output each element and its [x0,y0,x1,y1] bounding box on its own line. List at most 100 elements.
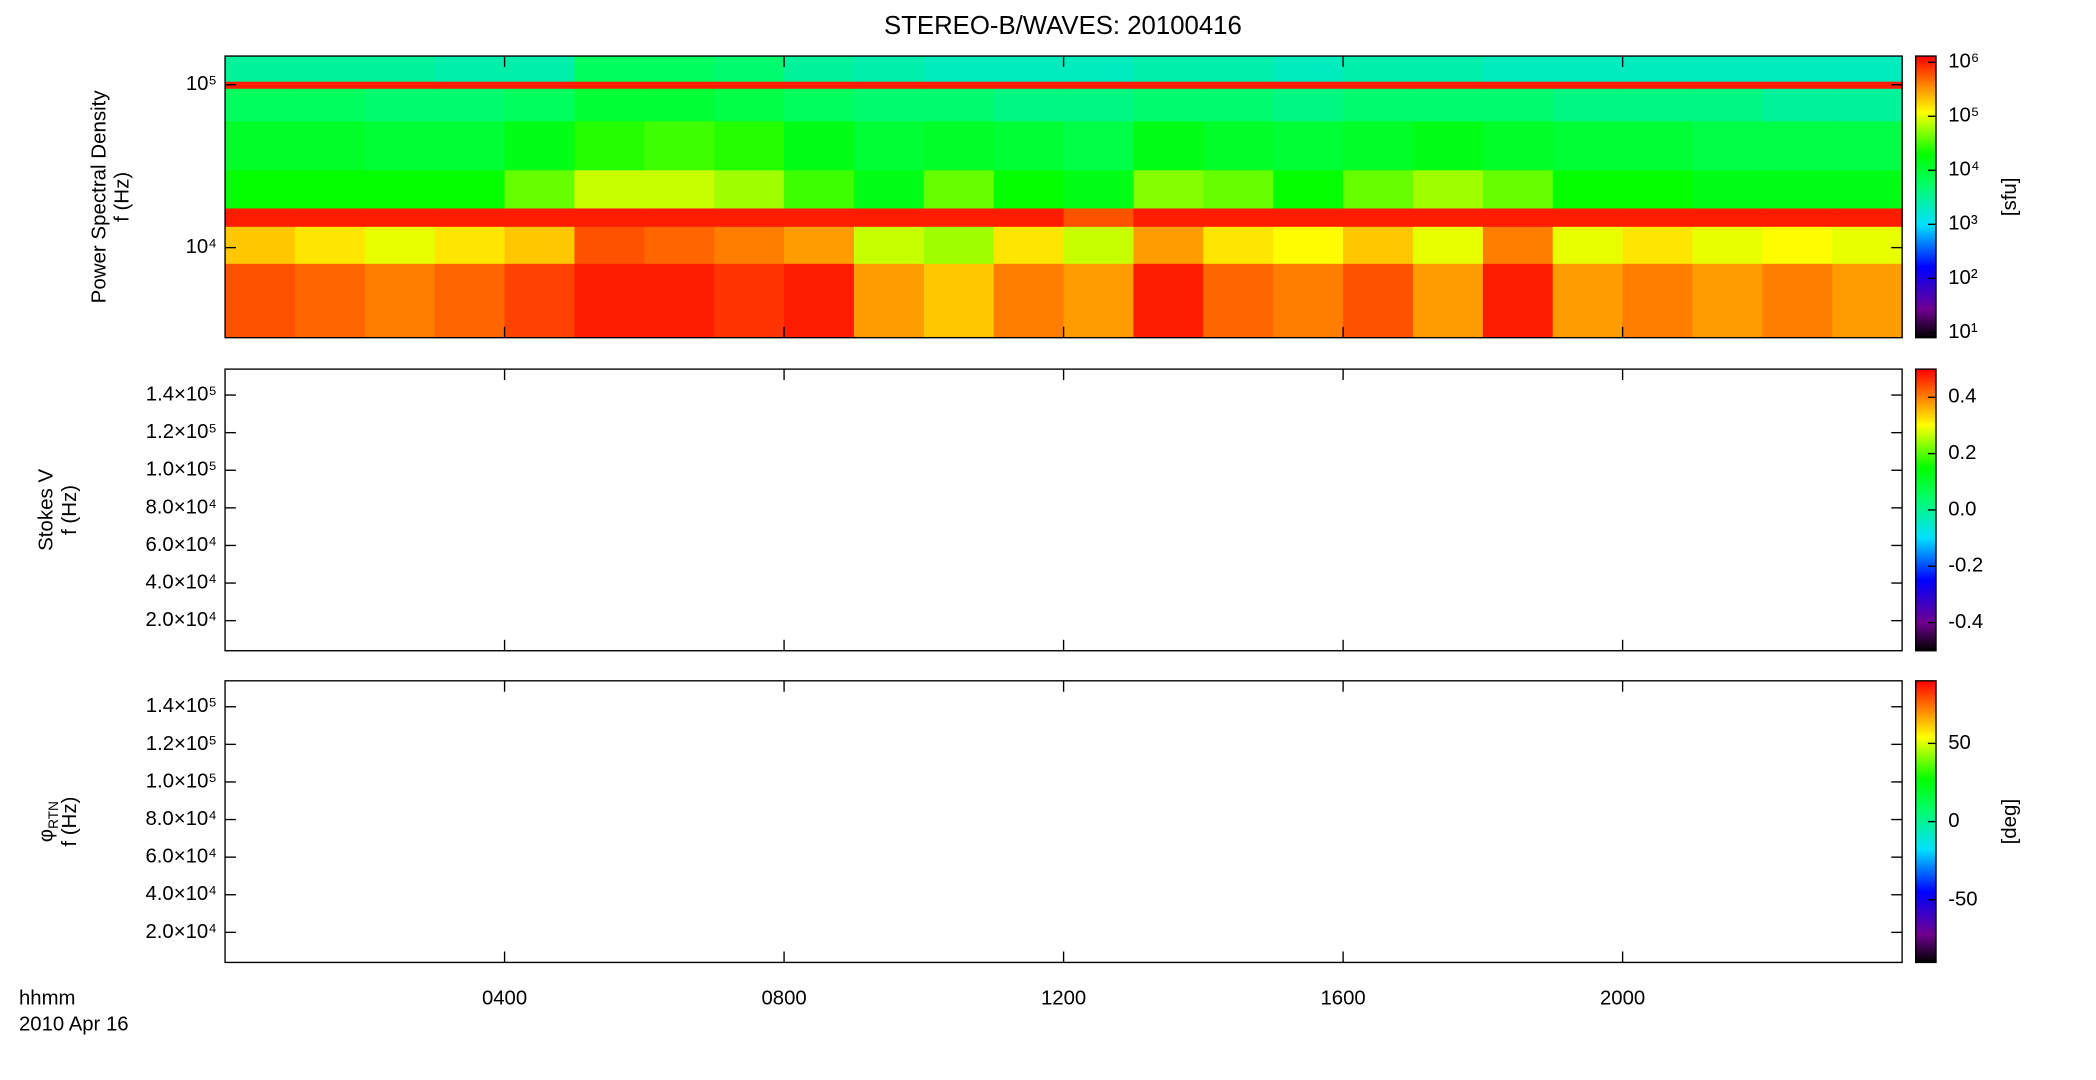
heatmap-cell [1203,120,1274,171]
heatmap-cell [993,56,1065,82]
heatmap-cell [1273,88,1344,122]
heatmap-cell [1692,208,1764,227]
heatmap-cell [1133,81,1205,89]
heatmap-cell [784,88,855,122]
heatmap-cell [1133,263,1205,339]
y-tick-label: 6.0×10⁴ [145,534,216,556]
heatmap-cell [644,120,715,171]
heatmap-cell [993,81,1065,89]
colorbar-tick-label: 10⁵ [1948,105,1979,127]
heatmap-cell [1622,120,1694,171]
heatmap-cell [644,169,715,209]
colorbar-tick-label: 10¹ [1948,321,1978,343]
y-tick-label: 10⁵ [186,73,217,95]
heatmap-cell [784,226,855,264]
heatmap-cell [1133,88,1205,122]
heatmap-cell [1273,81,1344,89]
heatmap-cell [993,208,1065,227]
heatmap-cell [1273,208,1344,227]
y-tick-label: 8.0×10⁴ [145,496,216,518]
y-tick-label: 2.0×10⁴ [145,921,216,943]
heatmap-cell [1622,263,1694,339]
heatmap-cell [1552,56,1624,82]
heatmap-cell [784,81,855,89]
heatmap-cell [294,226,366,264]
heatmap-cell [1412,56,1484,82]
y-axis-label-main: φ [36,829,58,842]
heatmap-cell [1063,81,1135,89]
heatmap-cell [434,226,506,264]
heatmap-cell [574,120,646,171]
heatmap-cell [504,88,576,122]
x-tick-label: 2000 [1600,988,1645,1010]
heatmap-cell [1762,226,1833,264]
heatmap-cell [1692,81,1764,89]
heatmap-cell [1762,81,1833,89]
heatmap-cell [1273,263,1344,339]
heatmap-cell [1692,263,1764,339]
heatmap-cell [1133,56,1205,82]
heatmap-cell [1343,169,1414,209]
colorbar-tick-label: 10⁶ [1948,51,1979,73]
y-tick-label: 1.2×10⁵ [146,421,217,443]
heatmap-cell [1692,120,1764,171]
heatmap-cell [853,169,925,209]
colorbar-tick-label: 10³ [1948,213,1978,235]
heatmap-cell [574,81,646,89]
heatmap-cell [1343,226,1414,264]
heatmap-cell [504,263,576,339]
y-tick-label: 8.0×10⁴ [145,808,216,830]
y-tick-label: 4.0×10⁴ [145,571,216,593]
heatmap-cell [1622,56,1694,82]
heatmap-cell [1482,120,1554,171]
heatmap-cell [923,88,995,122]
heatmap-cell [574,88,646,122]
heatmap-cell [294,81,366,89]
heatmap-cell [294,208,366,227]
heatmap-cell [364,56,436,82]
heatmap-cell [1273,56,1344,82]
heatmap-cell [1622,81,1694,89]
heatmap-cell [993,120,1065,171]
x-axis-label: hhmm [19,988,75,1010]
heatmap-cell [434,208,506,227]
heatmap-cell [714,81,785,89]
heatmap-cell [1412,88,1484,122]
heatmap-cell [1762,56,1833,82]
heatmap-cell [1482,208,1554,227]
heatmap-cell [1343,88,1414,122]
colorbar-tick-label: 10² [1948,267,1978,289]
colorbar-tick-label: -0.2 [1948,555,1983,577]
heatmap-cell [225,208,296,227]
heatmap-cell [574,263,646,339]
heatmap-cell [784,120,855,171]
heatmap-cell [714,208,785,227]
heatmap-cell [1203,56,1274,82]
heatmap-cell [714,56,785,82]
y-tick-label: 1.2×10⁵ [146,733,217,755]
heatmap-cell [1482,263,1554,339]
heatmap-cell [923,81,995,89]
heatmap-cell [853,120,925,171]
y-axis-label-2: f (Hz) [112,172,134,222]
heatmap-cell [1482,169,1554,209]
heatmap-cell [1482,88,1554,122]
heatmap-cell [1203,208,1274,227]
heatmap-cell [1343,81,1414,89]
heatmap-cell [1412,263,1484,339]
heatmap-cell [853,56,925,82]
colorbar-tick-label: 10⁴ [1948,159,1979,181]
heatmap-cell [574,208,646,227]
heatmap-cell [574,169,646,209]
heatmap-cell [1133,226,1205,264]
heatmap-cell [1203,81,1274,89]
heatmap-cell [504,81,576,89]
y-axis-label: φRTN [36,801,61,842]
y-axis-label-main: Power Spectral Density [89,90,111,304]
heatmap-cell [853,81,925,89]
heatmap-cell [1063,263,1135,339]
heatmap-cell [1063,120,1135,171]
heatmap-cell [1133,169,1205,209]
heatmap-cell [1063,208,1135,227]
